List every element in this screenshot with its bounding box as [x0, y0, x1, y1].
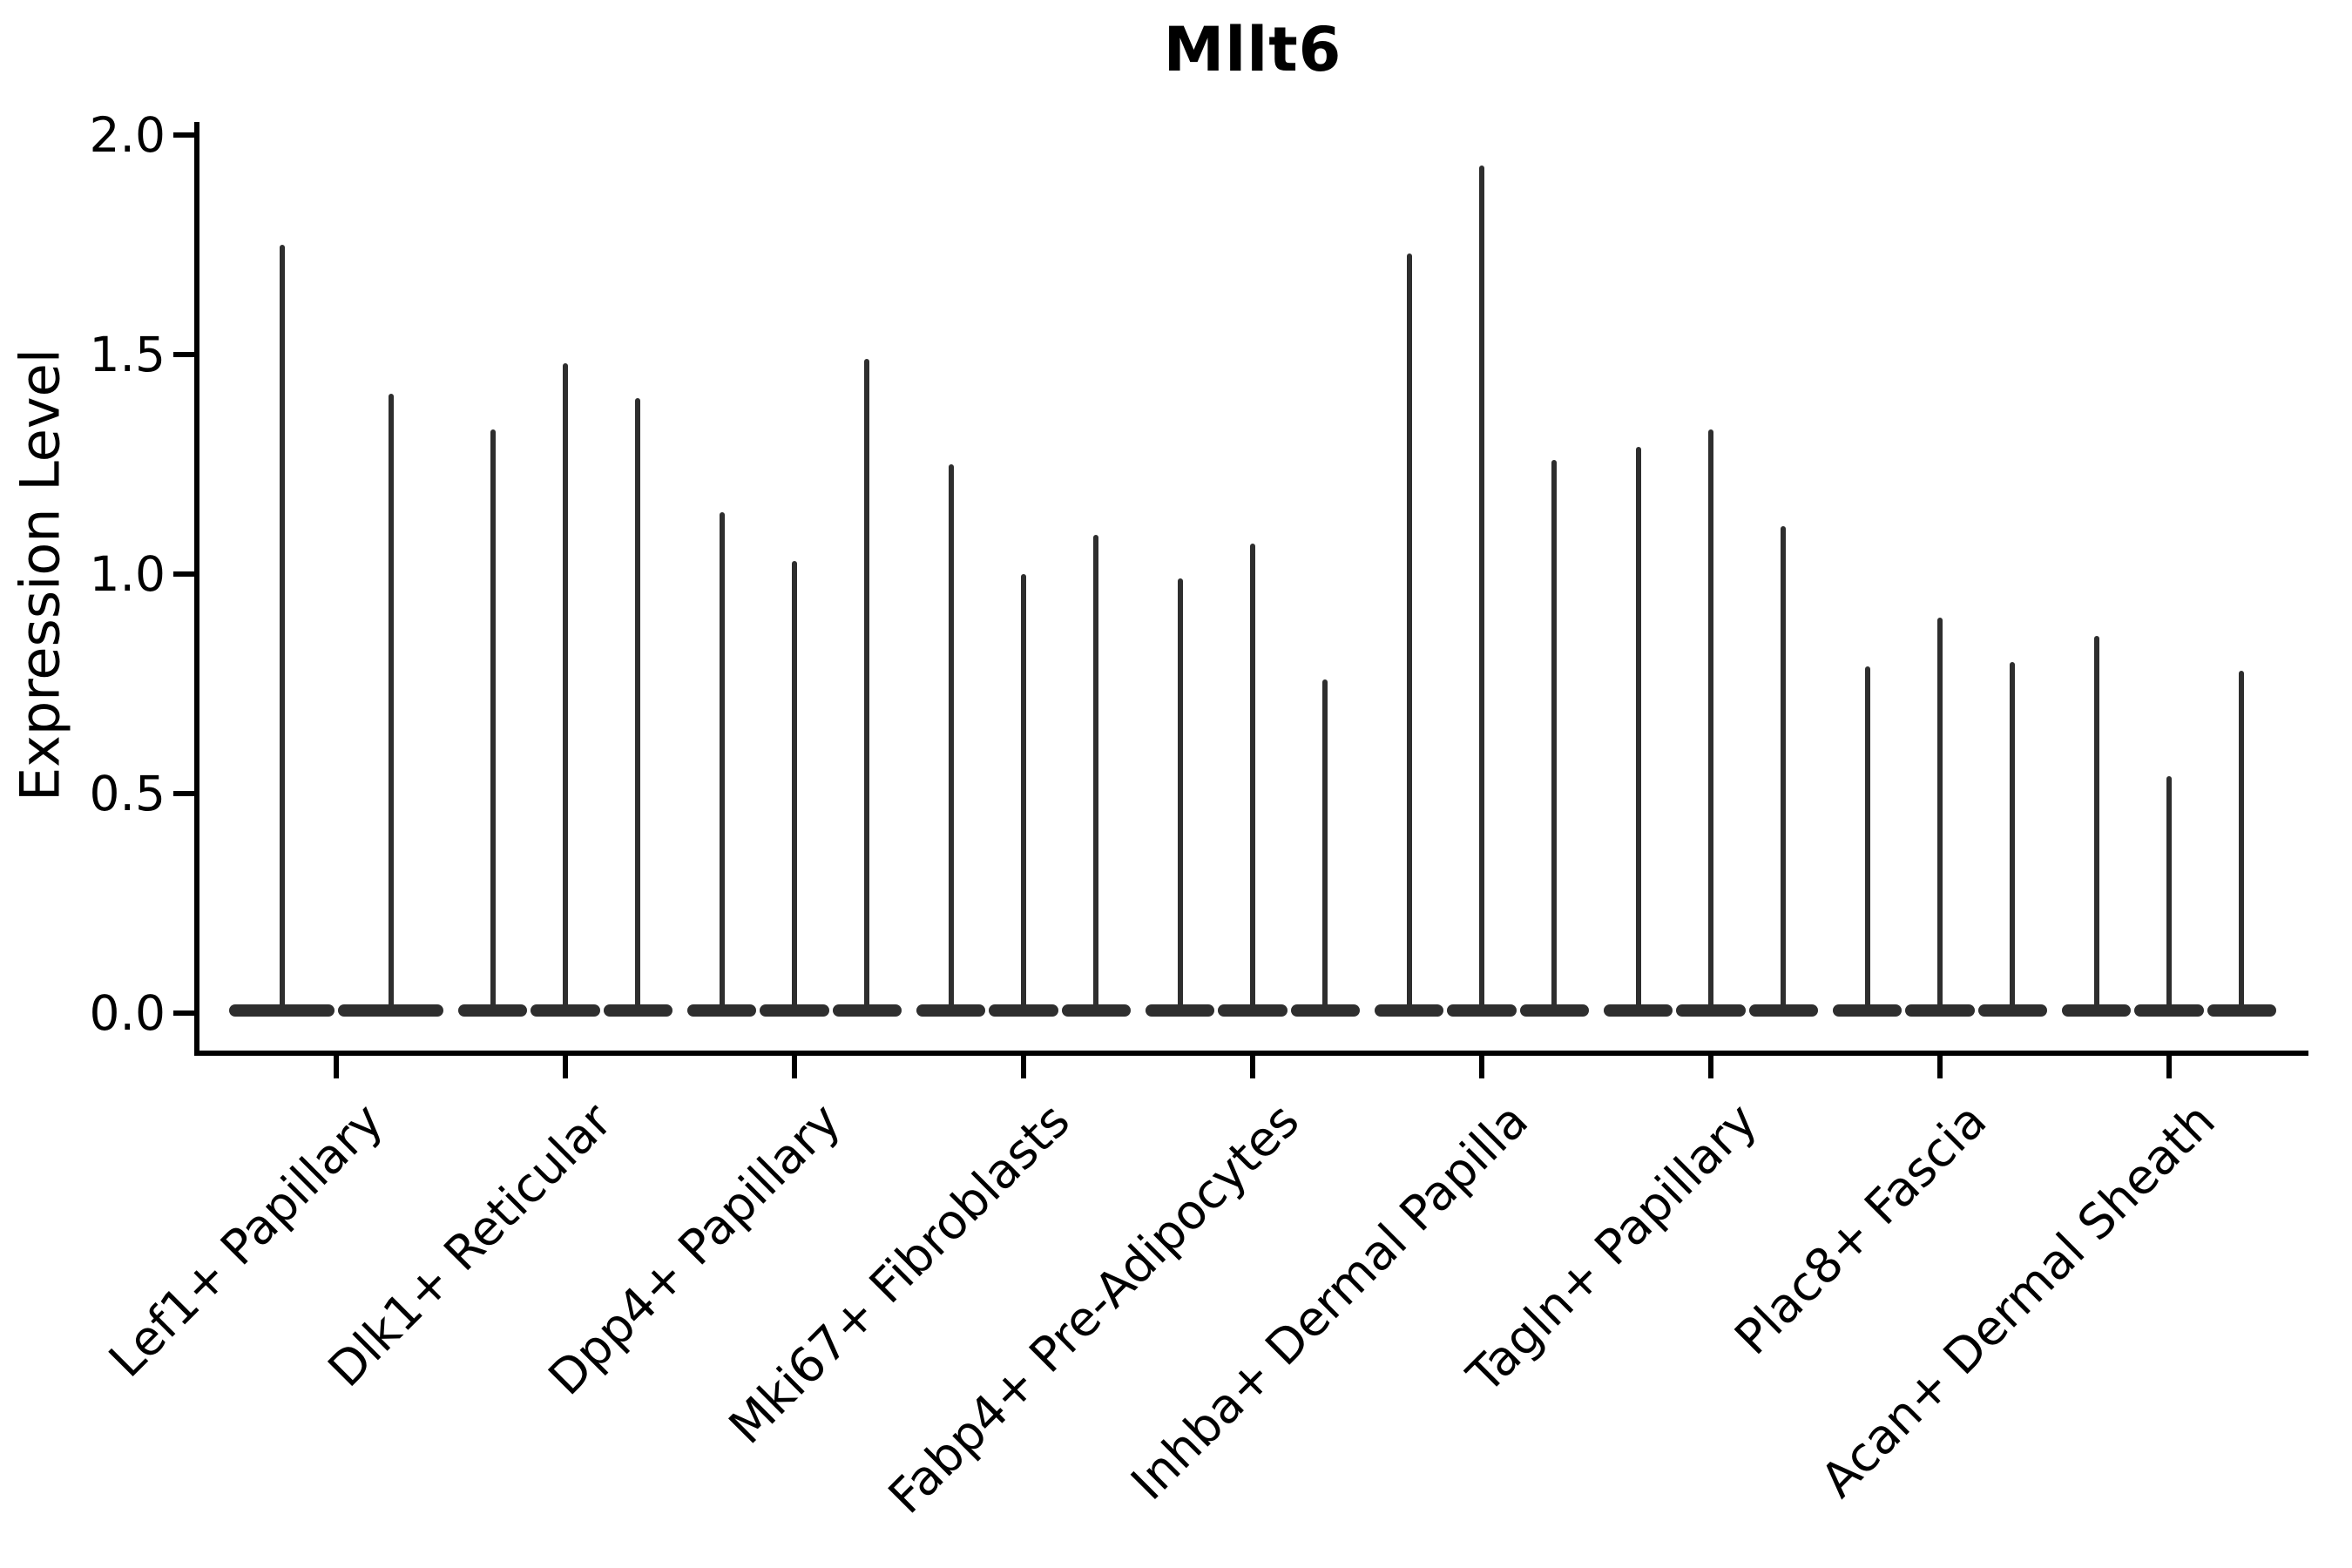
violin-spike [563, 363, 568, 1010]
y-tick [173, 1010, 195, 1016]
violin-body-zero [1146, 1004, 1215, 1017]
y-axis-spine [194, 122, 199, 1056]
y-tick-label: 1.5 [89, 327, 166, 382]
violin-body-zero [1218, 1004, 1288, 1017]
x-tick [1708, 1056, 1713, 1078]
violin-body-zero [603, 1004, 672, 1017]
x-tick [1937, 1056, 1943, 1078]
violin-body-zero [1833, 1004, 1903, 1017]
violin-spike [1635, 446, 1641, 1010]
violin-body-zero [760, 1004, 829, 1017]
y-tick [173, 571, 195, 577]
violin-spike [719, 512, 725, 1010]
violin-body-zero [531, 1004, 600, 1017]
chart-title: Mllt6 [1163, 14, 1342, 85]
x-tick-label: Acan+ Dermal Sheath [1810, 1092, 2227, 1509]
violin-body-zero [1519, 1004, 1589, 1017]
x-tick-label: Fabp4+ Pre-Adipocytes [877, 1092, 1310, 1524]
violin-spike [1937, 618, 1943, 1010]
violin-body-zero [1748, 1004, 1818, 1017]
violin-spike [1177, 578, 1183, 1010]
violin-spike [1708, 429, 1713, 1010]
x-axis-spine [194, 1051, 2308, 1056]
violin-body-zero [832, 1004, 902, 1017]
y-tick-label: 0.5 [89, 766, 166, 821]
violin-spike [635, 398, 641, 1010]
x-tick [334, 1056, 339, 1078]
violin-spike [2093, 635, 2099, 1010]
violin-body-zero [2207, 1004, 2276, 1017]
violin-body-zero [1977, 1004, 2047, 1017]
violin-spike [1479, 166, 1484, 1010]
x-tick [792, 1056, 797, 1078]
y-tick [173, 352, 195, 357]
violin-spike [388, 394, 394, 1010]
violin-body-zero [1905, 1004, 1975, 1017]
violin-spike [1406, 253, 1412, 1010]
violin-body-zero [2134, 1004, 2204, 1017]
violin-spike [279, 245, 285, 1010]
violin-spike [948, 464, 954, 1010]
violin-spike [864, 359, 870, 1010]
violin-spike [1322, 679, 1328, 1010]
violin-body-zero [2062, 1004, 2132, 1017]
violin-spike [2010, 661, 2016, 1010]
y-tick [173, 791, 195, 796]
violin-spike [1781, 525, 1787, 1010]
violin-spike [2166, 775, 2172, 1010]
violin-body-zero [916, 1004, 986, 1017]
violin-body-zero [338, 1004, 443, 1017]
violin-spike [1864, 666, 1870, 1010]
x-tick-label: Inhba+ Dermal Papilla [1120, 1092, 1539, 1511]
x-tick [563, 1056, 568, 1078]
violin-body-zero [989, 1004, 1058, 1017]
violin-body-zero [458, 1004, 528, 1017]
violin-body-zero [1676, 1004, 1746, 1017]
y-tick-label: 1.0 [89, 546, 166, 602]
y-tick-label: 2.0 [89, 107, 166, 163]
violin-body-zero [1604, 1004, 1673, 1017]
x-tick [1250, 1056, 1255, 1078]
violin-body-zero [229, 1004, 335, 1017]
violin-body-zero [1061, 1004, 1131, 1017]
y-tick-label: 0.0 [89, 985, 166, 1041]
violin-spike [1551, 459, 1558, 1010]
violin-spike [2239, 670, 2245, 1010]
violin-spike [490, 429, 496, 1010]
y-tick [173, 132, 195, 138]
violin-body-zero [1290, 1004, 1360, 1017]
violin-spike [792, 560, 797, 1010]
x-tick [1021, 1056, 1026, 1078]
violin-spike [1093, 534, 1099, 1010]
x-tick [2166, 1056, 2172, 1078]
violin-body-zero [1375, 1004, 1444, 1017]
violin-spike [1021, 574, 1026, 1010]
violin-body-zero [1447, 1004, 1517, 1017]
x-tick [1479, 1056, 1484, 1078]
violin-body-zero [687, 1004, 757, 1017]
violin-spike [1250, 543, 1255, 1010]
